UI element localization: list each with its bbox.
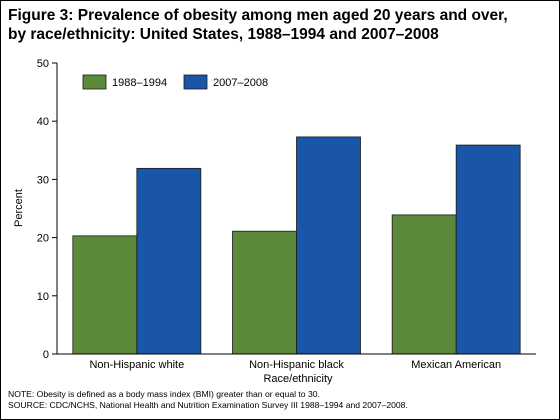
y-tick-label: 0 — [43, 349, 49, 361]
bar-series-1 — [232, 230, 297, 355]
x-axis: Non-Hispanic white Non-Hispanic black Mexi… — [57, 353, 536, 371]
x-tick-label: Mexican American — [411, 359, 501, 371]
footnotes: NOTE: Obesity is defined as a body mass … — [8, 389, 553, 411]
x-axis-label: Race/ethnicity — [263, 373, 333, 385]
bar-series-1 — [72, 235, 138, 355]
bar-series-2 — [296, 136, 361, 355]
legend-swatch — [82, 74, 107, 90]
chart-title-line-1: Figure 3: Prevalence of obesity among me… — [8, 7, 508, 24]
y-axis-label: Percent — [13, 189, 25, 227]
y-tick-label: 10 — [37, 291, 49, 303]
chart-title-line-2: by race/ethnicity: United States, 1988–1… — [8, 26, 439, 43]
legend: 1988–1994 2007–2008 — [82, 74, 268, 90]
legend-label: 1988–1994 — [112, 77, 167, 89]
legend-swatch — [183, 74, 208, 90]
bar-series-2 — [136, 167, 202, 355]
y-tick-label: 50 — [37, 58, 49, 70]
source-text: SOURCE: CDC/NCHS, National Health and Nu… — [8, 400, 408, 410]
y-tick-label: 20 — [37, 233, 49, 245]
legend-label: 2007–2008 — [213, 77, 268, 89]
y-axis: 0 10 20 30 40 50 — [37, 58, 58, 361]
y-tick-label: 40 — [37, 116, 49, 128]
x-tick-label: Non-Hispanic white — [89, 359, 184, 371]
bars — [72, 136, 521, 355]
chart-title: Figure 3: Prevalence of obesity among me… — [8, 6, 548, 44]
y-tick-label: 30 — [37, 174, 49, 186]
bar-series-1 — [391, 214, 457, 355]
bar-series-2 — [455, 144, 521, 355]
x-tick-label: Non-Hispanic black — [249, 359, 344, 371]
note-text: NOTE: Obesity is defined as a body mass … — [8, 389, 320, 399]
